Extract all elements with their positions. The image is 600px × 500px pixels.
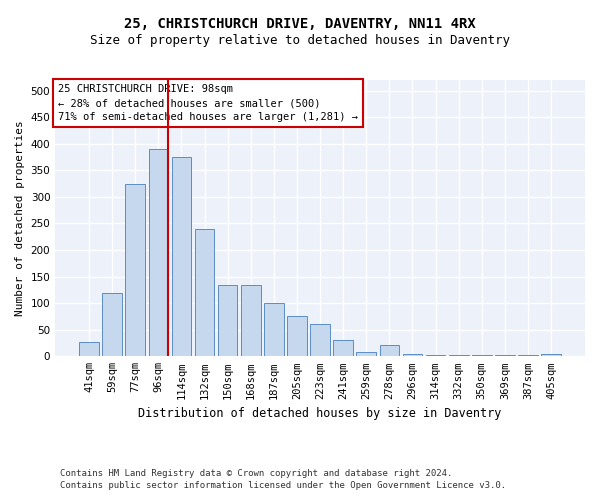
Bar	[125, 184, 145, 356]
Bar	[356, 352, 376, 356]
Bar	[403, 354, 422, 356]
Bar	[449, 355, 469, 356]
Bar	[264, 303, 284, 356]
Y-axis label: Number of detached properties: Number of detached properties	[15, 120, 25, 316]
Bar	[426, 355, 445, 356]
Bar	[472, 355, 491, 356]
Bar	[518, 355, 538, 356]
Bar	[79, 342, 99, 356]
Bar	[149, 149, 168, 356]
Text: Contains HM Land Registry data © Crown copyright and database right 2024.: Contains HM Land Registry data © Crown c…	[60, 468, 452, 477]
Bar	[103, 292, 122, 356]
Bar	[195, 229, 214, 356]
Bar	[380, 344, 399, 356]
Bar	[172, 157, 191, 356]
Bar	[334, 340, 353, 356]
X-axis label: Distribution of detached houses by size in Daventry: Distribution of detached houses by size …	[139, 407, 502, 420]
Text: Size of property relative to detached houses in Daventry: Size of property relative to detached ho…	[90, 34, 510, 47]
Text: Contains public sector information licensed under the Open Government Licence v3: Contains public sector information licen…	[60, 481, 506, 490]
Bar	[495, 355, 515, 356]
Text: 25, CHRISTCHURCH DRIVE, DAVENTRY, NN11 4RX: 25, CHRISTCHURCH DRIVE, DAVENTRY, NN11 4…	[124, 18, 476, 32]
Bar	[310, 324, 330, 356]
Bar	[241, 284, 260, 356]
Bar	[541, 354, 561, 356]
Text: 25 CHRISTCHURCH DRIVE: 98sqm
← 28% of detached houses are smaller (500)
71% of s: 25 CHRISTCHURCH DRIVE: 98sqm ← 28% of de…	[58, 84, 358, 122]
Bar	[287, 316, 307, 356]
Bar	[218, 284, 238, 356]
